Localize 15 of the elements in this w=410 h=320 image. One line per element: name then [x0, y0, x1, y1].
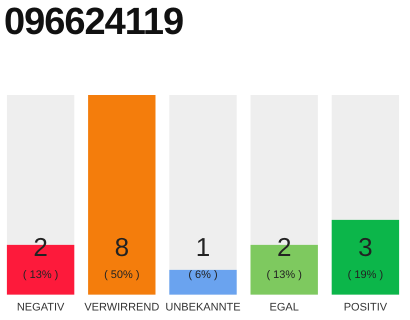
annotation: ( 13% )	[266, 268, 302, 281]
annotation: ( 6% )	[188, 268, 218, 281]
annotation: ( 50% )	[104, 268, 140, 281]
annotation: ( 19% )	[348, 268, 384, 281]
x-tick-label: NEGATIV	[16, 301, 65, 314]
chart-title: 096624119	[4, 0, 184, 44]
bar	[169, 270, 237, 295]
annotation: ( 13% )	[22, 268, 58, 281]
x-tick-label: UNBEKANNTE	[165, 301, 241, 314]
data-label: 3	[358, 232, 373, 262]
x-tick-label: POSITIV	[344, 301, 388, 314]
x-tick-label: VERWIRREND	[84, 301, 160, 314]
data-label: 8	[114, 232, 130, 262]
x-tick-label: EGAL	[270, 301, 299, 314]
data-label: 1	[196, 232, 210, 262]
